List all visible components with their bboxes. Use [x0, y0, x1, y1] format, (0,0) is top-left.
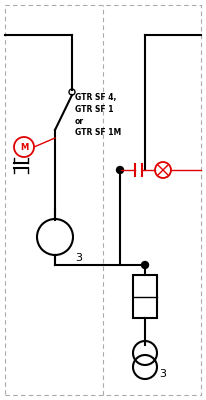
Text: GTR SF 4,
GTR SF 1
or
GTR SF 1M: GTR SF 4, GTR SF 1 or GTR SF 1M — [75, 93, 121, 137]
Text: 3: 3 — [75, 253, 82, 263]
Text: 3: 3 — [159, 369, 166, 379]
Circle shape — [142, 262, 149, 268]
Circle shape — [117, 166, 124, 174]
Text: M: M — [20, 142, 28, 152]
Bar — [133, 275, 157, 318]
